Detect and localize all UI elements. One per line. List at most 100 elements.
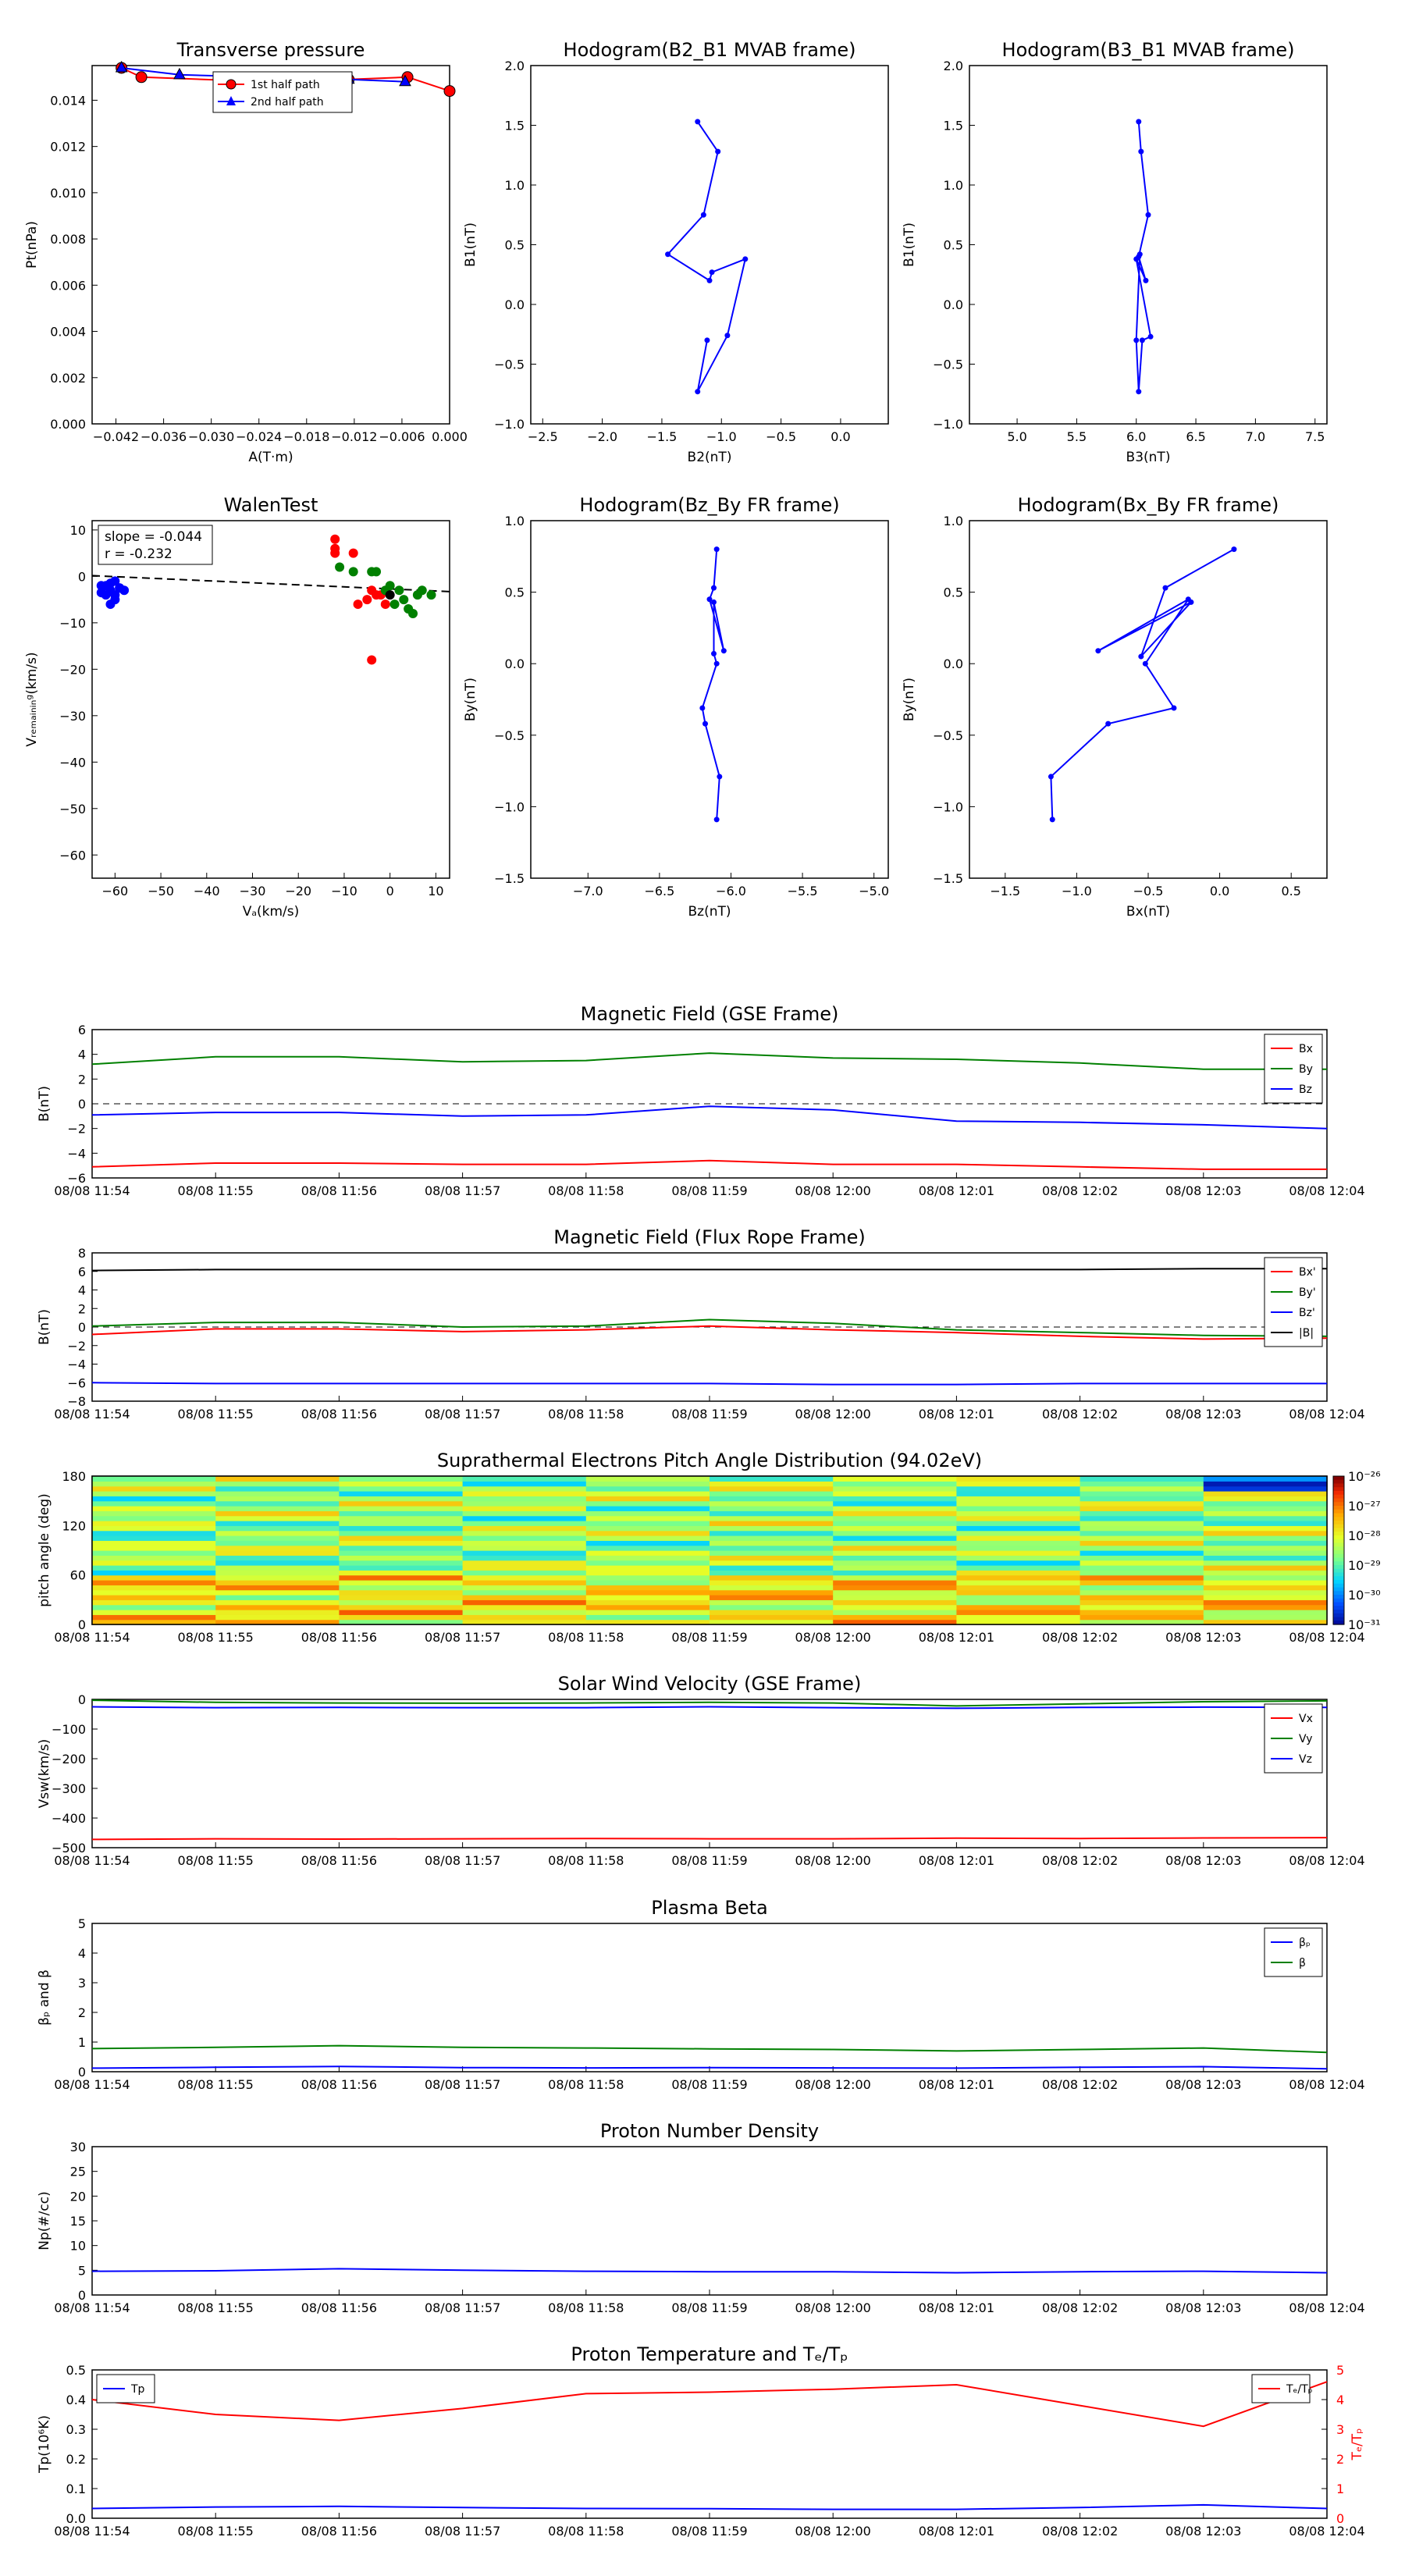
time-tick-label: 08/08 12:04 [1289, 1183, 1364, 1198]
time-tick-label: 08/08 11:57 [425, 1630, 500, 1645]
x-axis-label: Vₐ(km/s) [243, 904, 300, 920]
heatmap-cell [833, 1500, 957, 1507]
heatmap-cell [462, 1599, 587, 1606]
scatter-point [105, 578, 116, 589]
y-axis-label: Pt(nPa) [24, 221, 40, 269]
time-tick-label: 08/08 11:57 [425, 2524, 500, 2539]
heatmap-cell [92, 1550, 216, 1556]
heatmap-cell [1203, 1550, 1328, 1556]
heatmap-cell [215, 1580, 340, 1585]
heatmap-cell [833, 1545, 957, 1551]
y-tick-label: 0.2 [66, 2452, 86, 2467]
time-tick-label: 08/08 11:59 [671, 1407, 747, 1421]
colorbar-frame [1332, 1475, 1345, 1625]
heatmap-cell [462, 1510, 587, 1517]
heatmap-cell [585, 1555, 710, 1561]
heatmap-cell [1203, 1530, 1328, 1536]
colorbar-segment [1333, 1483, 1344, 1488]
x-tick-label: −2.0 [587, 429, 617, 444]
heatmap-cell [215, 1510, 340, 1517]
heatmap-cell [462, 1614, 587, 1621]
heatmap-cell [585, 1525, 710, 1532]
heatmap-cell [92, 1525, 216, 1532]
chart-title: Proton Number Density [600, 2120, 819, 2142]
data-point [1231, 546, 1237, 553]
y-tick-label: 1.0 [505, 178, 525, 193]
heatmap-cell [462, 1560, 587, 1566]
heatmap-cell [710, 1476, 834, 1482]
heatmap-cell [1080, 1604, 1204, 1610]
time-tick-label: 08/08 11:59 [671, 1630, 747, 1645]
y-tick-label: 1.0 [944, 178, 963, 193]
heatmap-cell [956, 1525, 1081, 1532]
heatmap-cell [215, 1599, 340, 1606]
y-tick-label: 0 [78, 1097, 86, 1112]
heatmap-cell [833, 1565, 957, 1571]
scatter-point [105, 600, 116, 610]
heatmap-cell [1080, 1515, 1204, 1521]
data-point [665, 251, 671, 258]
series-Bx [91, 1325, 1328, 1340]
y-tick-label: −4 [67, 1146, 86, 1161]
time-tick-label: 08/08 12:04 [1289, 1630, 1364, 1645]
heatmap-cell [585, 1574, 710, 1581]
heatmap-cell [92, 1515, 216, 1521]
x-tick-label: 5.5 [1067, 429, 1087, 444]
data-point [1136, 119, 1142, 125]
time-tick-label: 08/08 12:01 [919, 1630, 994, 1645]
heatmap-cell [1080, 1506, 1204, 1511]
scatter-point [96, 588, 106, 598]
heatmap-cell [833, 1535, 957, 1541]
y-tick-label: 120 [62, 1518, 86, 1533]
scatter-point [115, 583, 125, 593]
heatmap-cell [92, 1619, 216, 1625]
y-tick-label: 0 [78, 2065, 86, 2080]
time-tick-label: 08/08 11:55 [178, 1853, 254, 1868]
heatmap-cell [710, 1570, 834, 1576]
y-axis-label: Vᵣₑₘₐᵢₙᵢₙᵍ(km/s) [24, 652, 40, 746]
series-Vx [91, 1837, 1328, 1841]
plot-frame [530, 520, 889, 879]
heatmap-cell [1080, 1614, 1204, 1621]
time-tick-label: 08/08 12:02 [1042, 1853, 1118, 1868]
x-tick-label: −0.012 [331, 429, 377, 444]
time-tick-label: 08/08 11:55 [178, 2300, 254, 2315]
data-point [1162, 585, 1168, 591]
heatmap-cell [1080, 1540, 1204, 1546]
heatmap-cell [215, 1485, 340, 1492]
time-tick-label: 08/08 12:03 [1165, 1183, 1241, 1198]
heatmap-cell [462, 1545, 587, 1551]
chart-title: Hodogram(B2_B1 MVAB frame) [564, 39, 856, 61]
colorbar-segment [1333, 1498, 1344, 1503]
data-point [1142, 660, 1148, 667]
colorbar-segment [1333, 1561, 1344, 1566]
time-tick-label: 08/08 11:55 [178, 1183, 254, 1198]
time-tick-label: 08/08 12:00 [795, 2524, 871, 2539]
legend-label: Vz [1299, 1753, 1312, 1766]
scatter-point [417, 585, 427, 596]
x-tick-label: −30 [240, 884, 266, 898]
colorbar-segment [1333, 1506, 1344, 1510]
heatmap-cell [215, 1476, 340, 1482]
time-tick-label: 08/08 11:54 [54, 2524, 130, 2539]
heatmap-cell [462, 1570, 587, 1576]
data-point [704, 337, 710, 343]
y-tick-label: 1.0 [505, 514, 525, 528]
y-axis-label: pitch angle (deg) [37, 1493, 52, 1607]
y-tick-label: 4 [78, 1283, 86, 1298]
time-tick-label: 08/08 11:55 [178, 1630, 254, 1645]
time-tick-label: 08/08 12:00 [795, 1630, 871, 1645]
time-tick-label: 08/08 12:02 [1042, 2077, 1118, 2092]
heatmap-cell [92, 1506, 216, 1511]
series-left [91, 2503, 1328, 2510]
y-tick-label: −20 [59, 662, 86, 677]
plot-frame [91, 1475, 1328, 1625]
plot-frame [91, 2146, 1328, 2296]
scatter-point [367, 567, 377, 577]
legend-label: β [1299, 1957, 1306, 1969]
data-point [717, 774, 723, 780]
time-tick-label: 08/08 11:57 [425, 2300, 500, 2315]
colorbar-label: 10⁻²⁶ [1348, 1469, 1381, 1484]
heatmap-cell [710, 1595, 834, 1600]
